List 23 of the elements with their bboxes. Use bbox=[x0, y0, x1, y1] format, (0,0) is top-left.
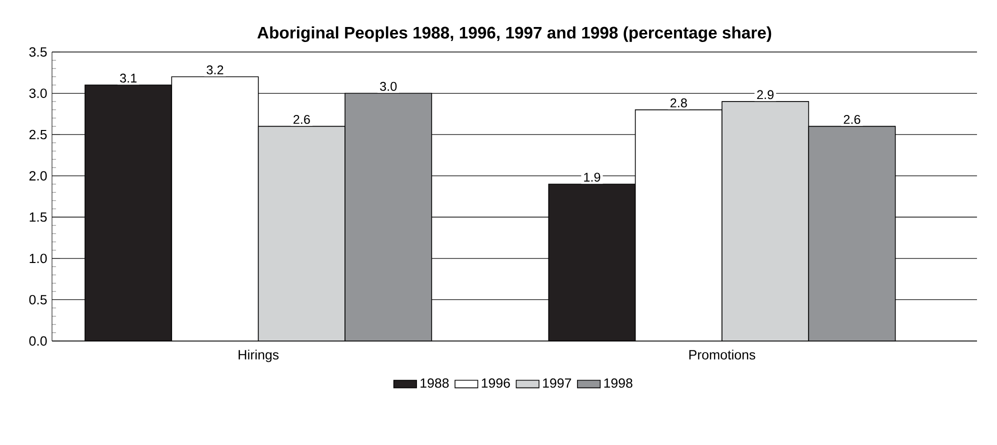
x-tick-label: Promotions bbox=[689, 350, 756, 360]
y-tick-label: 0.0 bbox=[29, 336, 47, 346]
legend-label: 1998 bbox=[604, 378, 632, 388]
legend-label: 1988 bbox=[420, 378, 449, 388]
legend-label: 1996 bbox=[482, 378, 510, 388]
data-label: 2.8 bbox=[670, 98, 687, 108]
legend-label: 1997 bbox=[543, 378, 572, 388]
x-tick-label: Hirings bbox=[238, 350, 279, 362]
y-tick-label: 3.0 bbox=[29, 88, 47, 98]
y-tick-label: 3.5 bbox=[29, 47, 47, 57]
data-label: 2.6 bbox=[293, 114, 310, 124]
y-tick-label: 1.0 bbox=[30, 254, 47, 264]
y-tick-label: 2.5 bbox=[29, 130, 47, 140]
y-tick-label: 1.5 bbox=[30, 212, 47, 222]
data-label: 1.9 bbox=[584, 172, 600, 182]
y-tick-label: 2.0 bbox=[29, 171, 47, 181]
y-tick-label: 0.5 bbox=[29, 294, 47, 304]
data-label: 3.1 bbox=[120, 74, 137, 83]
data-label: 2.6 bbox=[844, 114, 860, 124]
data-label: 3.2 bbox=[206, 65, 224, 74]
chart-title: Aboriginal Peoples 1988, 1996, 1997 and 1998 (percentage share) bbox=[257, 26, 772, 42]
data-label: 2.9 bbox=[757, 90, 774, 100]
data-label: 3.0 bbox=[380, 82, 397, 91]
